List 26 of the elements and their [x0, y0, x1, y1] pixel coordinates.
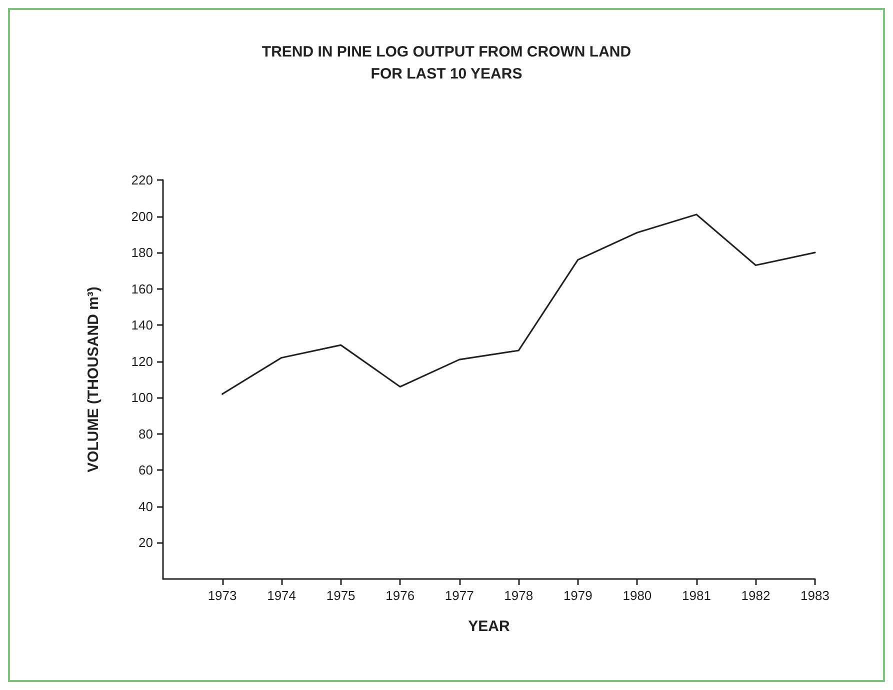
y-tick-label: 40 [138, 498, 153, 514]
x-tick-label: 1976 [386, 588, 415, 603]
y-axis-title: VOLUME (THOUSAND m³) [85, 286, 102, 472]
y-tick-label: 140 [131, 318, 153, 333]
x-tick-label: 1974 [267, 588, 296, 603]
chart-title: TREND IN PINE LOG OUTPUT FROM CROWN LAND FOR LAST 10 YEARS [262, 44, 632, 82]
x-tick-label: 1978 [504, 588, 534, 603]
x-tick-label: 1980 [622, 588, 652, 603]
y-tick-label: 100 [131, 390, 153, 406]
y-tick-label: 60 [138, 462, 153, 478]
x-tick-label: 1975 [326, 588, 356, 603]
y-tick-label: 80 [138, 426, 153, 442]
y-tick-label: 220 [131, 172, 153, 188]
y-tick-label: 120 [131, 354, 153, 369]
line-series [221, 214, 816, 395]
x-tick-label: 1983 [800, 588, 830, 603]
y-tick-label: 160 [131, 281, 153, 296]
y-tick-label: 200 [131, 208, 153, 224]
x-tick-label: 1973 [208, 588, 237, 603]
x-tick-label: 1979 [563, 588, 592, 603]
y-tick-label: 20 [138, 535, 153, 550]
x-tick-label: 1981 [682, 588, 711, 603]
x-tick-label: 1982 [741, 588, 770, 603]
x-axis-title: YEAR [468, 618, 510, 635]
x-tick-label: 1977 [444, 588, 474, 603]
y-tick-label: 180 [131, 245, 153, 260]
